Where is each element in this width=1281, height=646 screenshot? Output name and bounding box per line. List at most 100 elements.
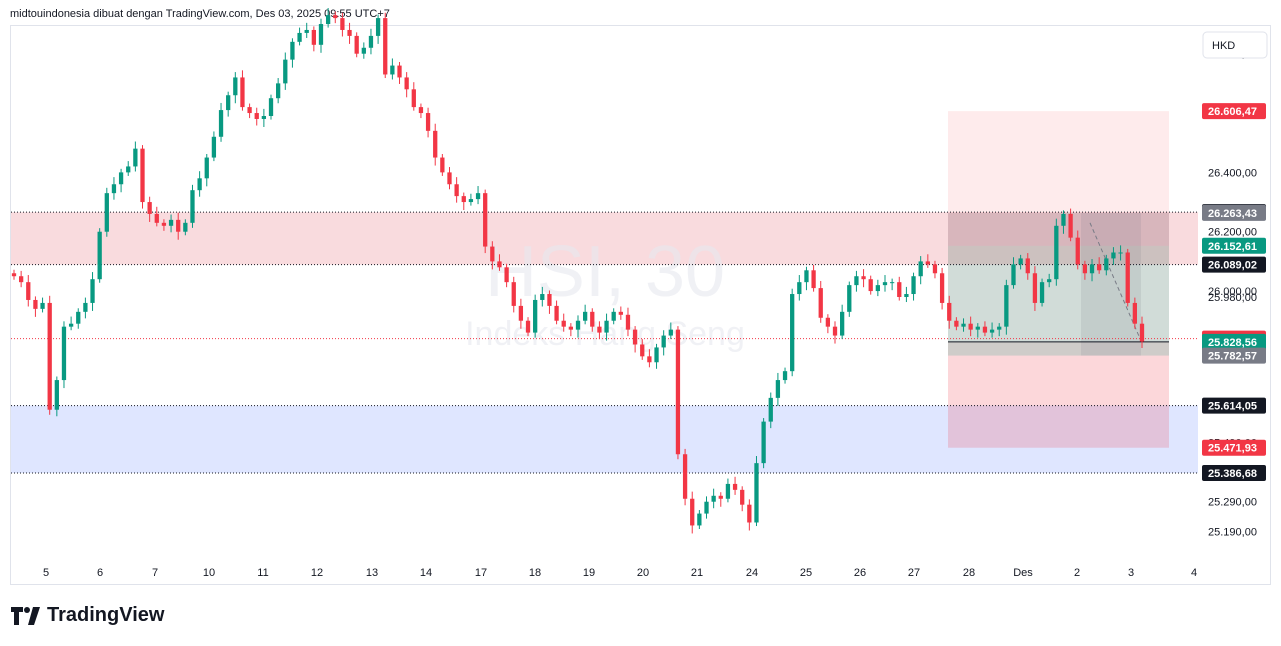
candle[interactable] (897, 276, 902, 301)
candle[interactable] (1061, 210, 1066, 234)
price-label[interactable]: 25.386,68 (1202, 465, 1266, 482)
candle[interactable] (118, 168, 124, 193)
candle[interactable] (454, 177, 459, 203)
candle[interactable] (790, 288, 795, 377)
candle[interactable] (997, 323, 1002, 337)
candle[interactable] (1089, 259, 1095, 282)
candle[interactable] (418, 103, 424, 119)
candle[interactable] (847, 281, 852, 317)
candle[interactable] (754, 456, 759, 527)
candle[interactable] (1018, 254, 1023, 270)
candle[interactable] (668, 322, 673, 340)
candle[interactable] (1125, 248, 1130, 307)
candle[interactable] (247, 103, 252, 119)
candle[interactable] (404, 72, 409, 98)
chart-frame[interactable] (10, 25, 1271, 585)
candle[interactable] (183, 219, 188, 236)
candle[interactable] (854, 270, 859, 292)
price-label[interactable]: 26.089,02 (1202, 256, 1266, 273)
candle[interactable] (1032, 266, 1038, 311)
candle[interactable] (511, 276, 516, 313)
candle[interactable] (411, 82, 416, 111)
candle[interactable] (11, 269, 17, 280)
candle[interactable] (1039, 278, 1045, 307)
candle[interactable] (697, 510, 702, 530)
price-label[interactable]: 25.614,05 (1202, 397, 1266, 414)
candle[interactable] (1132, 297, 1138, 329)
candle[interactable] (711, 488, 716, 509)
candle[interactable] (33, 296, 38, 317)
candle[interactable] (1082, 260, 1088, 280)
candle[interactable] (154, 206, 159, 227)
candle[interactable] (582, 304, 588, 325)
candle[interactable] (68, 316, 74, 331)
candle[interactable] (197, 171, 202, 197)
candle[interactable] (354, 32, 359, 58)
candle[interactable] (782, 367, 788, 384)
candle[interactable] (825, 314, 831, 334)
candle[interactable] (161, 219, 167, 231)
candle[interactable] (240, 70, 245, 111)
position-target-zone[interactable] (948, 111, 1169, 342)
candle[interactable] (954, 317, 959, 331)
candle[interactable] (797, 275, 802, 301)
candle[interactable] (383, 12, 388, 79)
candle[interactable] (226, 91, 231, 117)
candle[interactable] (390, 58, 395, 80)
candle[interactable] (804, 266, 809, 291)
candle[interactable] (932, 260, 938, 279)
candle[interactable] (325, 8, 331, 28)
candle[interactable] (1047, 273, 1052, 288)
candle[interactable] (740, 486, 745, 512)
candle[interactable] (868, 275, 873, 295)
candle[interactable] (647, 349, 652, 368)
candle[interactable] (654, 343, 659, 369)
candle[interactable] (18, 270, 24, 288)
candle[interactable] (347, 22, 352, 44)
candle[interactable] (561, 313, 566, 332)
candle[interactable] (690, 491, 695, 534)
candle[interactable] (440, 153, 445, 176)
candle[interactable] (1111, 247, 1116, 265)
candle[interactable] (525, 317, 531, 337)
candle[interactable] (547, 290, 552, 314)
candle[interactable] (40, 297, 45, 313)
candle[interactable] (540, 286, 545, 307)
zone-0[interactable] (11, 212, 1198, 265)
candle[interactable] (1075, 230, 1080, 270)
candle[interactable] (447, 167, 452, 190)
price-label[interactable]: 26.263,43 (1202, 204, 1266, 221)
candle[interactable] (140, 145, 145, 209)
candle[interactable] (611, 308, 616, 325)
candle[interactable] (133, 141, 138, 172)
candle[interactable] (176, 212, 181, 240)
candle[interactable] (397, 62, 402, 84)
candle[interactable] (911, 272, 916, 301)
tradingview-logo[interactable]: TradingView (11, 604, 164, 627)
candle[interactable] (111, 177, 117, 200)
candle[interactable] (204, 153, 209, 187)
price-label[interactable]: 25.828,56 (1202, 333, 1266, 350)
candle[interactable] (304, 22, 309, 38)
candle[interactable] (1118, 245, 1123, 261)
candle[interactable] (1054, 218, 1059, 286)
candle[interactable] (939, 267, 945, 310)
candle[interactable] (568, 323, 574, 337)
candle[interactable] (333, 11, 338, 24)
candle[interactable] (276, 78, 281, 104)
candle[interactable] (126, 161, 131, 176)
candle[interactable] (975, 323, 980, 338)
candle[interactable] (918, 256, 923, 285)
candle[interactable] (904, 286, 909, 303)
candle[interactable] (675, 326, 681, 460)
candle[interactable] (989, 322, 995, 338)
candle[interactable] (811, 264, 816, 292)
candle[interactable] (211, 131, 217, 162)
candle[interactable] (490, 241, 495, 270)
candle[interactable] (861, 269, 866, 288)
candle[interactable] (882, 275, 888, 292)
candle[interactable] (732, 476, 738, 495)
candle[interactable] (311, 26, 316, 52)
candle[interactable] (661, 330, 666, 356)
candle[interactable] (461, 192, 466, 211)
